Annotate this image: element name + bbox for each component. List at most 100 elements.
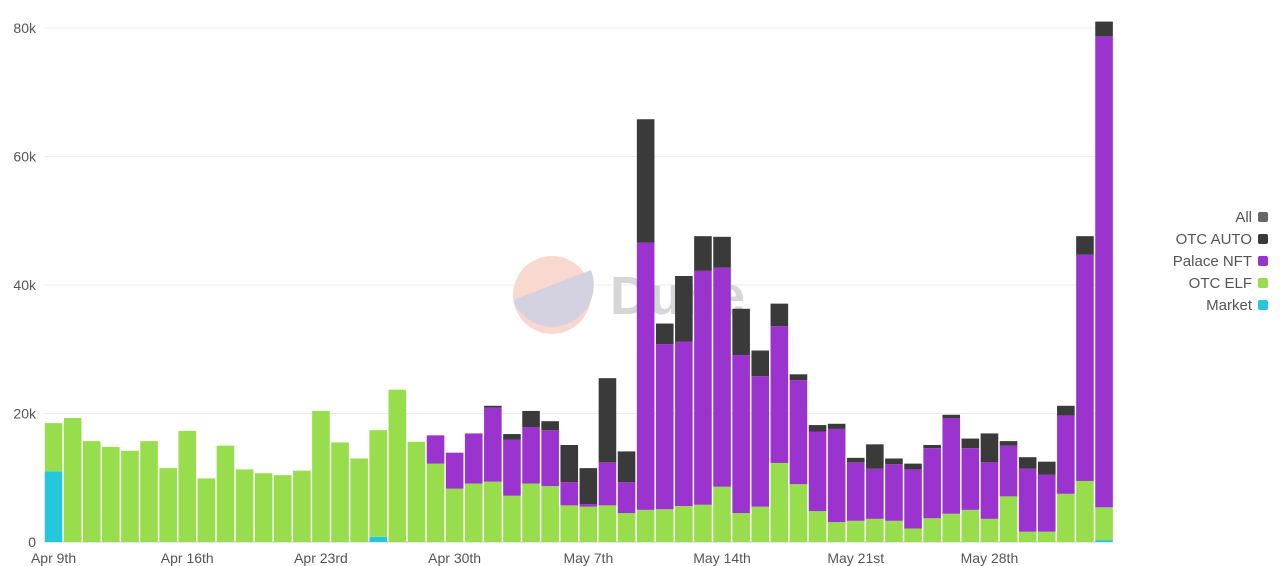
legend-item[interactable]: All	[1173, 206, 1268, 228]
bar-segment[interactable]	[484, 407, 502, 482]
bar-segment[interactable]	[904, 463, 922, 470]
bar-segment[interactable]	[923, 444, 941, 449]
bar-segment[interactable]	[1076, 254, 1094, 481]
bar-segment[interactable]	[961, 438, 980, 449]
legend-item[interactable]: OTC ELF	[1173, 272, 1268, 294]
bar-segment[interactable]	[464, 433, 483, 484]
bar-segment[interactable]	[1095, 21, 1113, 37]
bar-segment[interactable]	[598, 462, 617, 506]
bar-segment[interactable]	[44, 471, 63, 542]
bar-segment[interactable]	[675, 341, 693, 507]
bar-segment[interactable]	[82, 441, 101, 542]
bar-segment[interactable]	[789, 484, 808, 542]
bar-segment[interactable]	[1076, 236, 1094, 255]
bar-segment[interactable]	[904, 469, 922, 529]
bar-segment[interactable]	[1057, 493, 1075, 542]
bar-segment[interactable]	[503, 434, 521, 440]
bar-segment[interactable]	[732, 308, 750, 356]
bar-segment[interactable]	[579, 506, 598, 542]
bar-segment[interactable]	[808, 425, 827, 432]
bar-segment[interactable]	[770, 303, 789, 327]
bar-segment[interactable]	[426, 463, 445, 542]
bar-segment[interactable]	[1037, 461, 1056, 475]
bar-segment[interactable]	[751, 506, 770, 542]
bar-segment[interactable]	[63, 417, 82, 542]
bar-segment[interactable]	[999, 496, 1018, 542]
bar-segment[interactable]	[1076, 480, 1094, 542]
bar-segment[interactable]	[1018, 468, 1037, 532]
bar-segment[interactable]	[159, 468, 177, 542]
bar-segment[interactable]	[503, 495, 521, 542]
bar-segment[interactable]	[961, 448, 980, 510]
bar-segment[interactable]	[866, 444, 884, 469]
bar-segment[interactable]	[866, 468, 884, 519]
bar-segment[interactable]	[980, 518, 999, 542]
bar-segment[interactable]	[121, 450, 139, 542]
bar-segment[interactable]	[197, 478, 216, 542]
bar-segment[interactable]	[808, 511, 827, 542]
bar-segment[interactable]	[980, 433, 999, 463]
bar-segment[interactable]	[655, 344, 674, 510]
bar-segment[interactable]	[541, 421, 559, 431]
bar-segment[interactable]	[560, 482, 579, 506]
legend-item[interactable]: OTC AUTO	[1173, 228, 1268, 250]
bar-segment[interactable]	[655, 509, 674, 542]
bar-segment[interactable]	[579, 504, 598, 507]
bar-segment[interactable]	[846, 457, 865, 463]
bar-segment[interactable]	[503, 439, 521, 496]
bar-segment[interactable]	[140, 441, 158, 542]
bar-segment[interactable]	[44, 423, 63, 472]
bar-segment[interactable]	[484, 481, 502, 542]
bar-segment[interactable]	[923, 448, 941, 519]
bar-segment[interactable]	[846, 520, 865, 542]
bar-segment[interactable]	[694, 270, 712, 505]
bar-segment[interactable]	[1018, 531, 1037, 542]
bar-segment[interactable]	[617, 513, 636, 542]
bar-segment[interactable]	[617, 482, 636, 514]
bar-segment[interactable]	[254, 473, 273, 542]
bar-segment[interactable]	[636, 242, 655, 510]
bar-segment[interactable]	[388, 389, 407, 542]
bar-segment[interactable]	[102, 446, 120, 542]
bar-segment[interactable]	[732, 355, 750, 514]
bar-segment[interactable]	[560, 505, 579, 542]
bar-segment[interactable]	[885, 520, 903, 542]
bar-segment[interactable]	[579, 468, 598, 505]
bar-segment[interactable]	[866, 518, 884, 542]
bar-segment[interactable]	[980, 462, 999, 519]
bar-segment[interactable]	[942, 414, 961, 418]
bar-segment[interactable]	[675, 276, 693, 342]
bar-segment[interactable]	[713, 267, 731, 487]
bar-segment[interactable]	[598, 505, 617, 542]
bar-segment[interactable]	[694, 236, 712, 271]
bar-segment[interactable]	[331, 442, 349, 542]
bar-segment[interactable]	[713, 486, 731, 542]
bar-segment[interactable]	[178, 430, 197, 542]
bar-segment[interactable]	[751, 350, 770, 377]
bar-segment[interactable]	[1095, 36, 1113, 508]
bar-segment[interactable]	[1037, 531, 1056, 542]
bar-segment[interactable]	[312, 410, 330, 542]
bar-segment[interactable]	[675, 506, 693, 542]
bar-segment[interactable]	[1095, 507, 1113, 541]
bar-segment[interactable]	[464, 483, 483, 542]
bar-segment[interactable]	[541, 486, 559, 542]
bar-segment[interactable]	[789, 380, 808, 485]
bar-segment[interactable]	[1057, 415, 1075, 494]
bar-segment[interactable]	[732, 513, 750, 542]
bar-segment[interactable]	[1057, 405, 1075, 416]
bar-segment[interactable]	[1018, 457, 1037, 469]
bar-segment[interactable]	[369, 430, 388, 537]
legend-item[interactable]: Palace NFT	[1173, 250, 1268, 272]
bar-segment[interactable]	[999, 441, 1018, 446]
bar-segment[interactable]	[445, 452, 464, 489]
bar-segment[interactable]	[999, 445, 1018, 497]
bar-segment[interactable]	[598, 378, 617, 463]
bar-segment[interactable]	[751, 376, 770, 507]
bar-segment[interactable]	[942, 513, 961, 542]
bar-segment[interactable]	[522, 410, 540, 427]
bar-segment[interactable]	[522, 426, 540, 484]
bar-segment[interactable]	[961, 509, 980, 542]
bar-segment[interactable]	[808, 431, 827, 512]
bar-segment[interactable]	[789, 374, 808, 381]
